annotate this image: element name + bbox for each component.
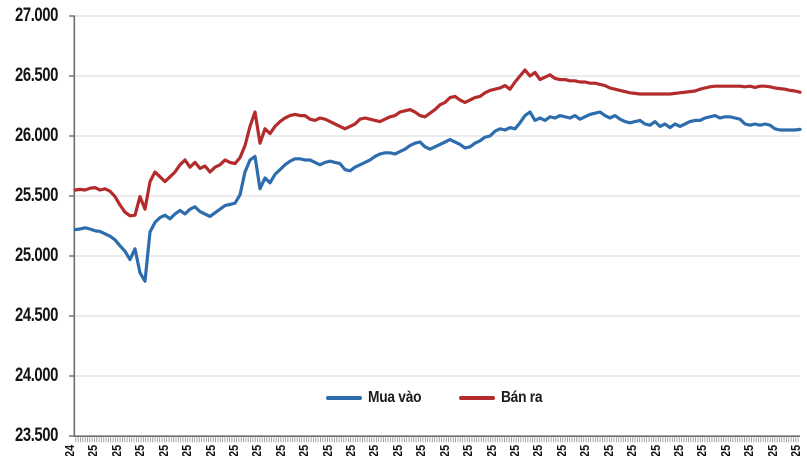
x-axis-label: 25 xyxy=(507,444,522,456)
series-line-0 xyxy=(73,110,802,283)
x-axis-label: 25 xyxy=(390,444,405,456)
x-axis-label: 25 xyxy=(203,444,218,456)
x-axis-label: 25 xyxy=(86,444,101,456)
x-axis-label: 25 xyxy=(695,444,710,456)
y-axis-label: 25.000 xyxy=(15,245,58,266)
x-axis-label: 25 xyxy=(484,444,499,456)
x-axis-label: 25 xyxy=(625,444,640,456)
x-axis-label: 25 xyxy=(531,444,546,456)
y-axis-label: 26.000 xyxy=(15,125,58,146)
x-axis-label: 25 xyxy=(671,444,686,456)
y-axis-label: 27.000 xyxy=(15,5,58,26)
legend: Mua vào Bán ra xyxy=(75,387,800,409)
y-axis-label: 26.500 xyxy=(15,65,58,86)
x-axis-label: 25 xyxy=(250,444,265,456)
series-line-1 xyxy=(73,68,802,218)
y-axis-label: 24.500 xyxy=(15,305,58,326)
legend-item-mua-vao: Mua vào xyxy=(325,389,430,407)
x-axis-label: 25 xyxy=(414,444,429,456)
x-axis-label: 25 xyxy=(601,444,616,456)
mua-vao-line-swatch-icon xyxy=(325,396,362,400)
x-axis-label: 25 xyxy=(578,444,593,456)
x-axis-label: 25 xyxy=(718,444,733,456)
x-axis-label: 25 xyxy=(180,444,195,456)
y-axis-label: 23.500 xyxy=(15,425,58,446)
x-axis-label: 25 xyxy=(226,444,241,456)
x-axis-label: 25 xyxy=(461,444,476,456)
y-axis-label: 25.500 xyxy=(15,185,58,206)
x-axis-label: 24 xyxy=(63,444,77,456)
x-axis-label: 25 xyxy=(320,444,335,456)
x-axis-label: 25 xyxy=(554,444,569,456)
x-axis-label: 25 xyxy=(156,444,171,456)
x-axis-label: 25 xyxy=(789,444,804,456)
ban-ra-line-swatch-icon xyxy=(459,396,496,400)
x-axis-label: 25 xyxy=(273,444,288,456)
legend-label-ban-ra: Bán ra xyxy=(501,389,543,406)
x-axis-label: 25 xyxy=(133,444,148,456)
legend-item-ban-ra: Bán ra xyxy=(459,389,549,407)
y-axis-label: 24.000 xyxy=(15,365,58,386)
x-axis-label: 25 xyxy=(367,444,382,456)
x-axis-label: 25 xyxy=(344,444,359,456)
x-axis-label: 25 xyxy=(765,444,780,456)
x-axis-label: 25 xyxy=(297,444,312,456)
legend-label-mua-vao: Mua vào xyxy=(367,389,422,406)
x-axis-label: 25 xyxy=(109,444,124,456)
x-axis-label: 25 xyxy=(437,444,452,456)
x-axis-label: 25 xyxy=(648,444,663,456)
x-axis-label: 25 xyxy=(742,444,757,456)
